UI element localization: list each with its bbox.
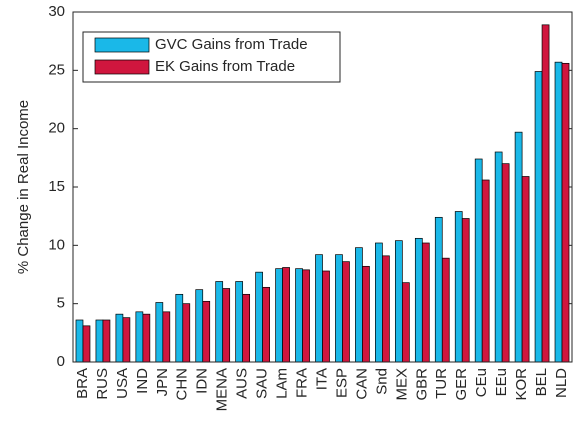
bar <box>541 24 550 363</box>
x-tick-label: SAU <box>254 368 271 399</box>
y-tick-label: 20 <box>48 120 65 137</box>
bar <box>122 317 131 363</box>
bar <box>142 313 151 363</box>
bar <box>335 254 343 363</box>
x-tick-label: GER <box>453 368 470 401</box>
bar <box>95 319 104 363</box>
bar <box>461 218 470 363</box>
bar <box>414 237 423 363</box>
legend-swatch <box>94 59 150 75</box>
bar <box>494 151 503 363</box>
y-tick-label: 25 <box>48 61 65 78</box>
x-tick-label: ITA <box>313 368 330 390</box>
bar <box>362 265 370 363</box>
bar <box>135 311 144 363</box>
bar <box>481 179 490 363</box>
x-tick-label: GBR <box>413 368 430 401</box>
bar <box>521 176 530 363</box>
legend-label: EK Gains from Trade <box>155 58 295 75</box>
x-tick-label: MEX <box>393 368 410 401</box>
bar <box>421 242 430 363</box>
x-tick-label: AUS <box>234 368 251 399</box>
bar <box>474 158 483 363</box>
bar <box>401 282 410 363</box>
x-tick-label: CHN <box>174 368 191 401</box>
bar <box>155 302 164 363</box>
bar <box>162 311 171 363</box>
bar <box>202 300 211 363</box>
bar <box>315 254 323 363</box>
x-tick-label: ESP <box>333 368 350 398</box>
bar <box>355 247 363 363</box>
legend-label: GVC Gains from Trade <box>155 36 308 53</box>
x-tick-label: BRA <box>74 368 91 399</box>
y-axis-label: % Change in Real Income <box>15 100 32 274</box>
bar <box>75 319 84 363</box>
x-tick-label: LAm <box>274 368 291 399</box>
bar <box>554 61 563 363</box>
bar <box>215 281 224 363</box>
x-tick-label: IDN <box>194 368 211 394</box>
x-tick-label: JPN <box>154 368 171 396</box>
bar <box>282 267 290 363</box>
y-tick-label: 5 <box>57 295 65 312</box>
bar <box>182 303 191 363</box>
x-tick-label: TUR <box>433 368 450 399</box>
x-tick-label: USA <box>114 368 131 399</box>
bar <box>295 268 303 363</box>
x-tick-label: NLD <box>553 368 570 398</box>
x-tick-label: BEL <box>533 368 550 396</box>
x-tick-label: CAN <box>353 368 370 400</box>
y-tick-label: 10 <box>48 236 65 253</box>
bar <box>394 240 403 363</box>
y-tick-label: 30 <box>48 3 65 20</box>
x-tick-label: Snd <box>373 368 390 395</box>
bar <box>534 71 543 363</box>
bar <box>514 131 523 363</box>
bar <box>302 269 310 363</box>
x-tick-label: IND <box>134 368 151 394</box>
bar <box>441 257 450 363</box>
x-tick-label: MENA <box>214 368 231 411</box>
bar <box>342 261 350 363</box>
x-tick-label: CEu <box>473 368 490 397</box>
bar <box>501 163 510 363</box>
bar <box>561 62 570 363</box>
x-tick-label: RUS <box>94 368 111 400</box>
x-tick-label: KOR <box>513 368 530 401</box>
bar <box>242 293 251 363</box>
bar <box>175 293 184 363</box>
bar <box>235 281 244 363</box>
bar <box>454 211 463 363</box>
bar <box>82 325 91 363</box>
bar <box>375 242 383 363</box>
bar <box>115 313 124 363</box>
bar <box>222 288 231 363</box>
bar <box>275 268 283 363</box>
bar <box>195 289 204 363</box>
x-tick-label: FRA <box>294 368 311 398</box>
bar <box>255 271 263 363</box>
axes-frame <box>72 11 573 363</box>
x-tick-label: EEu <box>493 368 510 396</box>
y-tick-label: 15 <box>48 178 65 195</box>
bar <box>102 319 111 363</box>
bar <box>262 286 270 363</box>
legend-swatch <box>94 37 150 53</box>
y-tick-label: 0 <box>57 353 65 370</box>
bar <box>434 216 443 363</box>
bar <box>382 255 390 363</box>
bar <box>322 270 330 363</box>
